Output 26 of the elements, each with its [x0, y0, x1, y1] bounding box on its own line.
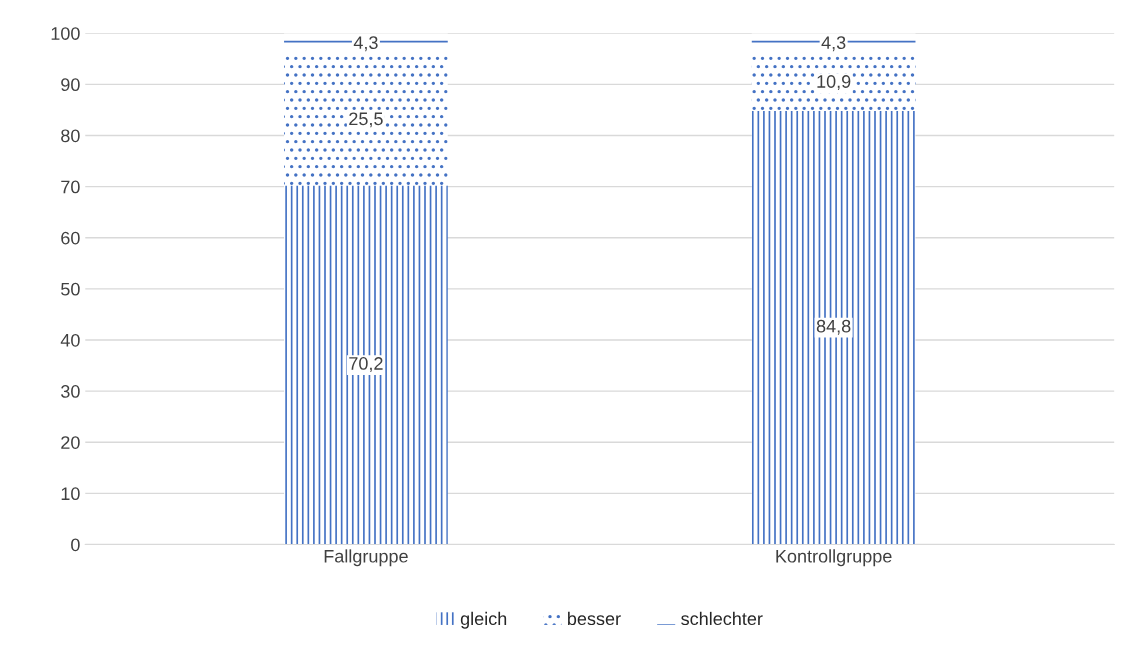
legend-label: schlechter [681, 611, 763, 626]
x-tick-label: Fallgruppe [324, 549, 408, 567]
data-label: 10,9 [817, 75, 851, 91]
y-tick-label: 20 [61, 436, 80, 449]
bar [751, 110, 916, 545]
data-label: 4,3 [821, 36, 846, 52]
y-tick-label: 0 [71, 538, 80, 552]
y-tick-label: 30 [61, 385, 80, 398]
data-label: 70,2 [349, 357, 383, 372]
y-tick-label: 50 [61, 282, 80, 296]
y-tick-label: 90 [61, 78, 80, 92]
legend-label: besser [568, 611, 621, 626]
y-tick-label: 60 [61, 231, 80, 245]
data-label: 4,3 [353, 36, 378, 52]
data-label: 25,5 [349, 112, 383, 128]
y-tick-label: 70 [61, 180, 80, 194]
y-tick-label: 10 [61, 487, 80, 501]
data-label: 84,8 [816, 319, 851, 335]
x-tick-label: Kontrollgruppe [776, 549, 892, 567]
legend-label: gleich [460, 611, 507, 629]
bar [751, 55, 916, 111]
bar [284, 55, 448, 186]
bar [284, 185, 448, 545]
y-tick-label: 100 [51, 27, 80, 40]
y-tick-label: 40 [60, 333, 80, 347]
y-tick-label: 80 [61, 129, 80, 143]
